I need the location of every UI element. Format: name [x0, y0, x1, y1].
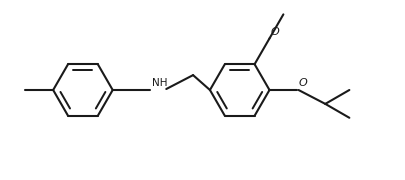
Text: NH: NH: [152, 78, 168, 88]
Text: O: O: [271, 27, 279, 37]
Text: O: O: [298, 78, 307, 88]
